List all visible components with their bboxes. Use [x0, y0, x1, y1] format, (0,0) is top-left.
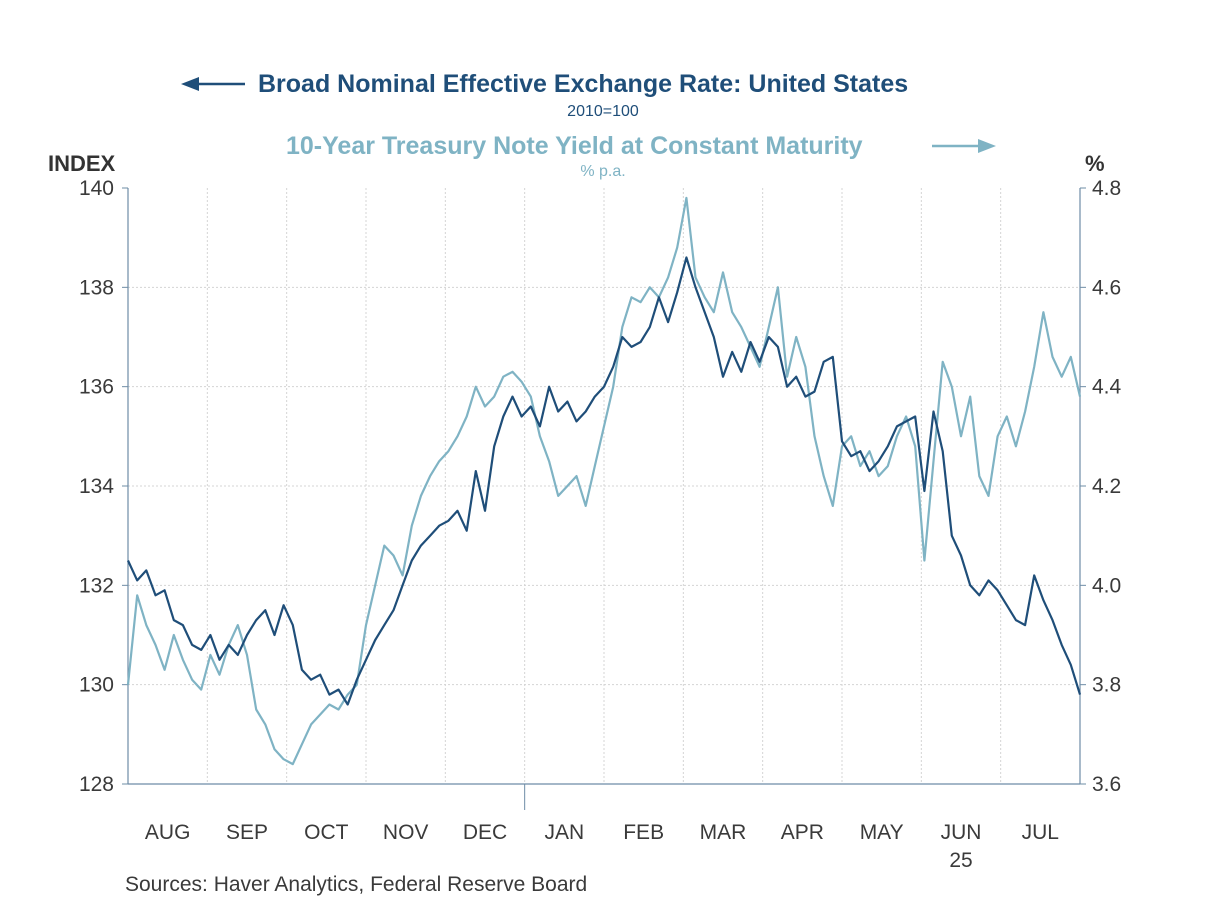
treasury-title-group: 10-Year Treasury Note Yield at Constant … [286, 132, 996, 180]
source-note: Sources: Haver Analytics, Federal Reserv… [125, 873, 587, 896]
right-tick-label: 4.8 [1092, 177, 1121, 200]
treasury-title: 10-Year Treasury Note Yield at Constant … [286, 132, 863, 160]
year-label: 25 [949, 849, 972, 872]
month-label: APR [781, 821, 824, 844]
left-axis-unit: INDEX [48, 151, 116, 176]
right-tick-label: 4.4 [1092, 376, 1122, 399]
month-label: DEC [463, 821, 507, 844]
right-tick-label: 4.0 [1092, 574, 1121, 597]
exchange-title-group: Broad Nominal Effective Exchange Rate: U… [181, 70, 908, 120]
left-tick-label: 130 [79, 674, 114, 697]
month-label: NOV [383, 821, 429, 844]
month-label: JUN [941, 821, 982, 844]
right-tick-label: 3.8 [1092, 674, 1121, 697]
right-tick-label: 4.2 [1092, 475, 1121, 498]
left-tick-label: 138 [79, 276, 114, 299]
month-label: AUG [145, 821, 191, 844]
exchange-rate-line [127, 256, 1082, 706]
left-tick-label: 140 [79, 177, 114, 200]
exchange-title: Broad Nominal Effective Exchange Rate: U… [258, 70, 908, 98]
month-label: JUL [1022, 821, 1059, 844]
series-layer [126, 196, 1082, 766]
right-tick-label: 4.6 [1092, 276, 1121, 299]
month-label: SEP [226, 821, 268, 844]
month-label: OCT [304, 821, 349, 844]
treasury-yield-line [126, 196, 1082, 766]
month-label: MAR [700, 821, 747, 844]
month-label: MAY [860, 821, 904, 844]
left-tick-label: 128 [79, 773, 114, 796]
month-label: FEB [623, 821, 664, 844]
left-tick-label: 132 [79, 574, 114, 597]
left-tick-label: 136 [79, 376, 114, 399]
treasury-subtitle: % p.a. [580, 163, 625, 180]
right-tick-label: 3.6 [1092, 773, 1121, 796]
exchange-subtitle: 2010=100 [567, 103, 639, 120]
treasury-arrow-head [978, 139, 996, 153]
labels-layer: 128 3.6 130 3.8 132 4.0 134 4.2 136 4.4 138 4.6 140 4… [79, 177, 1122, 872]
left-tick-label: 134 [79, 475, 114, 498]
month-label: JAN [544, 821, 584, 844]
right-axis-unit: % [1085, 151, 1105, 176]
grid-layer [128, 188, 1080, 784]
exchange-arrow-head [181, 77, 199, 91]
